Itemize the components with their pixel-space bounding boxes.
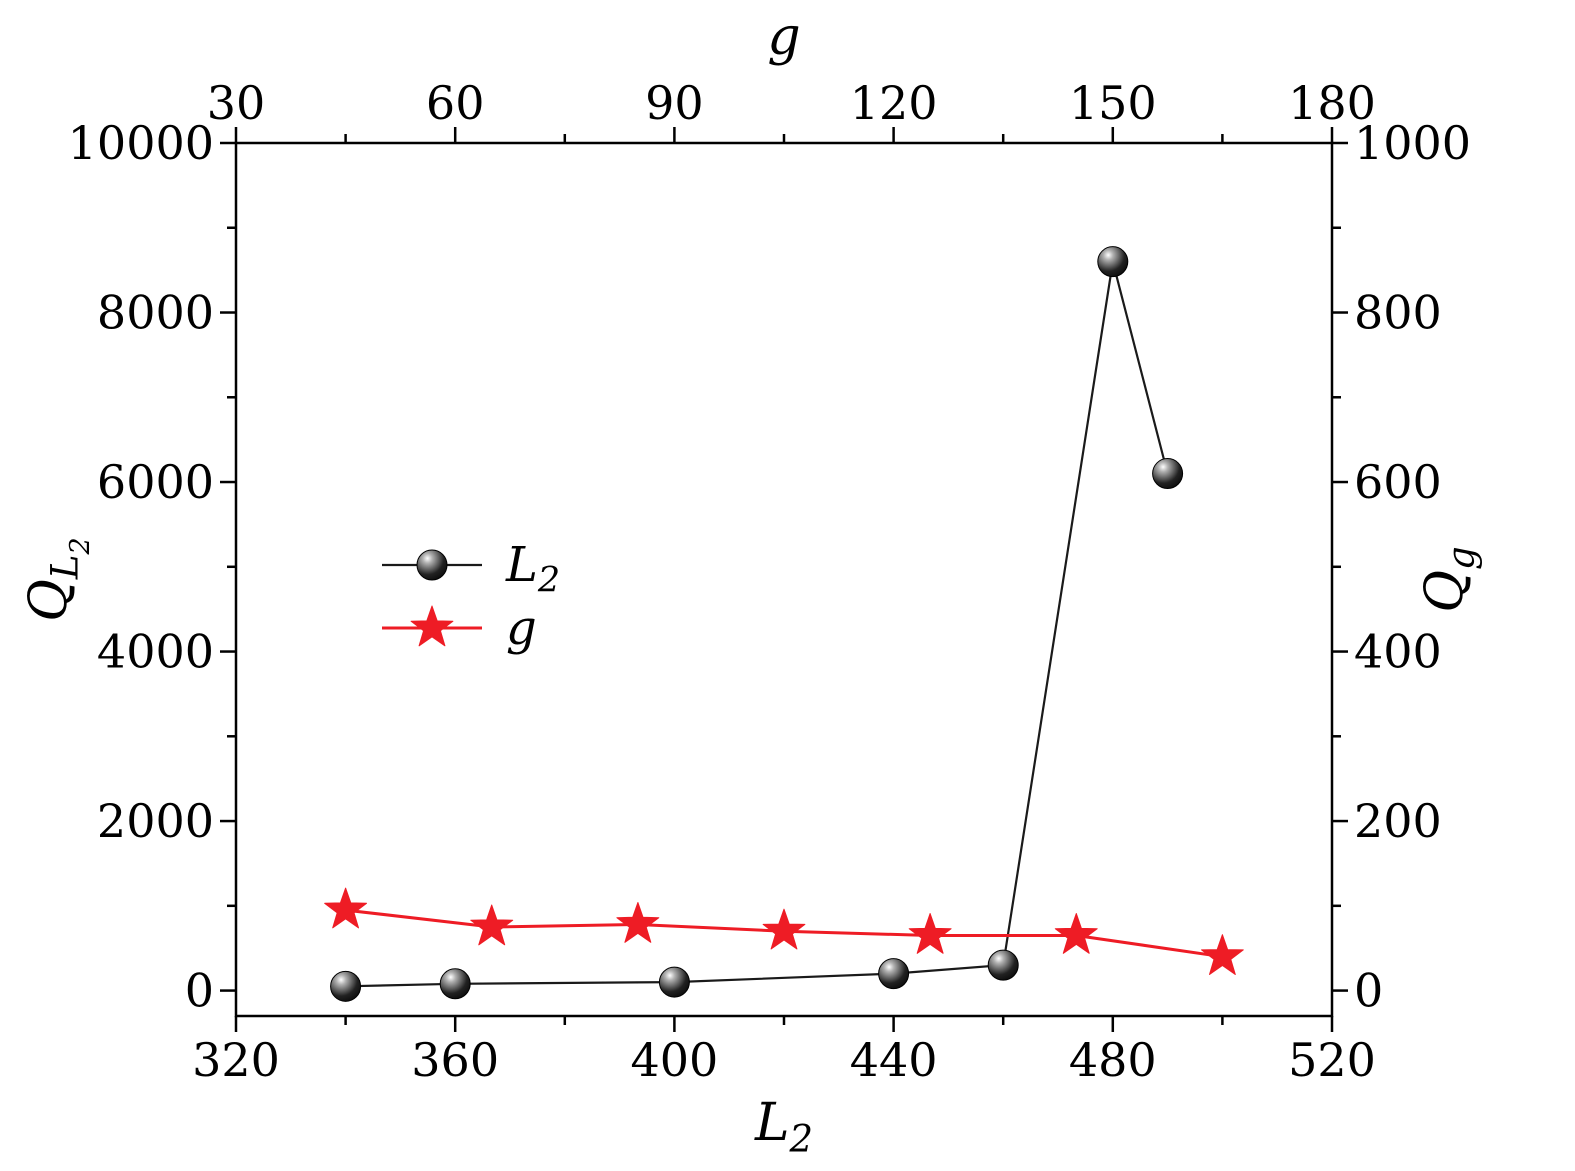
bottom-tick-label: 360	[411, 1033, 499, 1087]
bottom-axis-title: L2	[754, 1093, 813, 1160]
right-tick-label: 600	[1354, 455, 1442, 509]
sphere-marker	[1097, 246, 1129, 278]
top-tick-label: 30	[207, 76, 266, 130]
left-axis-title: QL2	[19, 537, 96, 621]
bottom-tick-label: 480	[1069, 1033, 1157, 1087]
star-marker	[616, 902, 660, 943]
right-tick-label: 200	[1354, 794, 1442, 848]
right-tick-label: 400	[1354, 625, 1442, 679]
top-tick-label: 150	[1069, 76, 1157, 130]
right-axis-title: Qg	[1415, 546, 1482, 612]
star-marker	[410, 605, 454, 647]
sphere-marker	[416, 549, 448, 581]
left-tick-label: 10000	[68, 116, 214, 170]
star-marker	[762, 908, 806, 950]
star-marker	[1201, 934, 1244, 975]
sphere-marker	[658, 966, 690, 998]
sphere-marker	[1152, 458, 1184, 490]
legend-label-L2: L2	[505, 537, 560, 601]
top-tick-label: 120	[850, 76, 938, 130]
bottom-tick-label: 440	[850, 1033, 938, 1087]
bottom-tick-label: 400	[630, 1033, 718, 1087]
left-tick-label: 6000	[97, 455, 214, 509]
bottom-tick-label: 320	[192, 1033, 280, 1087]
sphere-marker	[439, 968, 471, 1000]
top-axis-title: g	[767, 7, 800, 67]
star-marker	[1054, 913, 1098, 954]
left-tick-label: 4000	[97, 625, 214, 679]
legend: L2g	[382, 537, 560, 656]
top-tick-label: 90	[645, 76, 704, 130]
left-tick-label: 0	[185, 964, 214, 1018]
bottom-tick-label: 520	[1288, 1033, 1376, 1087]
sphere-marker	[987, 949, 1019, 981]
series-g	[324, 887, 1244, 975]
star-marker	[324, 887, 367, 929]
series-L2	[330, 246, 1184, 1002]
left-tick-label: 8000	[97, 286, 214, 340]
star-marker	[470, 904, 514, 946]
right-tick-label: 800	[1354, 286, 1442, 340]
sphere-marker	[878, 958, 910, 990]
right-tick-label: 0	[1354, 964, 1383, 1018]
star-marker	[908, 913, 952, 954]
legend-label-g: g	[506, 600, 537, 656]
top-tick-label: 180	[1288, 76, 1376, 130]
sphere-marker	[330, 970, 362, 1002]
top-tick-label: 60	[426, 76, 485, 130]
right-tick-label: 1000	[1354, 116, 1471, 170]
left-tick-label: 2000	[97, 794, 214, 848]
